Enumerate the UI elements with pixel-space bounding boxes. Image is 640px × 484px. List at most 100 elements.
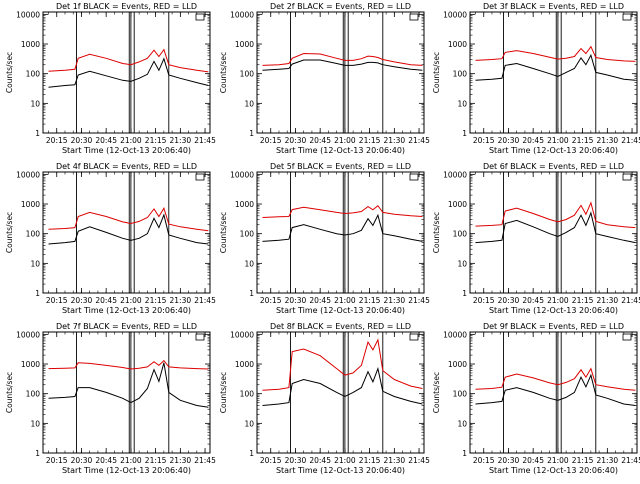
lld-series-line: [262, 52, 423, 66]
legend-box: [622, 173, 632, 181]
events-series-line: [262, 366, 423, 406]
panel-9: Det 9f BLACK = Events, RED = LLD 1 10 100 10…: [432, 322, 640, 475]
panel-8: Det 8f BLACK = Events, RED = LLD 1 10 100 10…: [219, 322, 430, 475]
y-tick-label: 10: [457, 99, 467, 108]
y-tick-label: 100: [26, 70, 41, 79]
y-tick-label: 10: [457, 259, 467, 268]
lld-series-line: [262, 204, 423, 218]
x-tick-label: 20:30: [71, 296, 93, 305]
x-tick-label: 20:45: [95, 136, 117, 145]
x-tick-label: 21:30: [384, 456, 406, 465]
x-axis-label: Start Time (12-Oct-13 20:06:40): [276, 306, 405, 315]
plot-frame: [42, 331, 211, 454]
panel-title: Det 1f BLACK = Events, RED = LLD: [56, 2, 197, 11]
x-tick-label: 20:30: [285, 456, 307, 465]
lld-series-line: [48, 48, 209, 73]
y-tick-label: 1000: [21, 360, 40, 369]
y-tick-label: 10000: [230, 10, 254, 19]
x-tick-label: 21:15: [359, 456, 381, 465]
plot-frame: [256, 11, 425, 134]
x-tick-label: 21:45: [621, 296, 640, 305]
y-tick-label: 10: [244, 259, 254, 268]
x-tick-label: 20:45: [95, 456, 117, 465]
x-tick-label: 21:30: [170, 456, 192, 465]
legend-box: [195, 13, 205, 21]
lld-series-line: [475, 367, 636, 391]
x-axis-label: Start Time (12-Oct-13 20:06:40): [62, 146, 191, 155]
y-tick-label: 10000: [230, 170, 254, 179]
x-tick-label: 20:15: [473, 456, 495, 465]
y-tick-label: 10000: [16, 170, 40, 179]
lld-series-line: [475, 201, 636, 229]
plot-frame: [469, 11, 638, 134]
y-tick-label: 100: [453, 390, 468, 399]
y-tick-label: 10000: [16, 330, 40, 339]
x-tick-label: 21:00: [334, 456, 356, 465]
legend-box: [622, 13, 632, 21]
y-tick-label: 10000: [230, 330, 254, 339]
y-tick-label: 1: [35, 129, 40, 138]
x-tick-label: 20:30: [71, 456, 93, 465]
y-axis-label: Counts/sec: [432, 52, 441, 93]
x-tick-label: 21:15: [359, 296, 381, 305]
x-tick-label: 21:00: [334, 296, 356, 305]
y-axis-label: Counts/sec: [5, 372, 14, 413]
y-tick-label: 100: [240, 230, 255, 239]
events-series-line: [475, 373, 636, 406]
x-tick-label: 21:00: [120, 136, 142, 145]
x-tick-label: 20:45: [522, 136, 544, 145]
y-axis-label: Counts/sec: [432, 212, 441, 253]
y-tick-label: 1000: [448, 360, 467, 369]
x-tick-label: 21:30: [597, 136, 619, 145]
y-tick-label: 1: [462, 449, 467, 458]
y-tick-label: 10000: [443, 170, 467, 179]
x-axis-label: Start Time (12-Oct-13 20:06:40): [62, 306, 191, 315]
events-series-line: [48, 213, 209, 245]
x-tick-label: 21:15: [572, 136, 594, 145]
x-tick-label: 21:45: [621, 136, 640, 145]
y-tick-label: 100: [26, 390, 41, 399]
x-tick-label: 21:15: [572, 456, 594, 465]
panel-title: Det 6f BLACK = Events, RED = LLD: [483, 162, 624, 171]
y-tick-label: 1: [249, 129, 254, 138]
y-tick-label: 100: [240, 70, 255, 79]
panel-7: Det 7f BLACK = Events, RED = LLD 1 10 100 10…: [5, 322, 216, 475]
x-tick-label: 20:30: [285, 136, 307, 145]
y-tick-label: 100: [26, 230, 41, 239]
x-tick-label: 21:00: [120, 456, 142, 465]
y-tick-label: 1000: [21, 40, 40, 49]
events-series-line: [262, 213, 423, 242]
x-tick-label: 20:30: [498, 456, 520, 465]
y-tick-label: 10000: [16, 10, 40, 19]
x-axis-label: Start Time (12-Oct-13 20:06:40): [489, 146, 618, 155]
x-tick-label: 21:15: [145, 296, 167, 305]
x-tick-label: 20:15: [46, 136, 68, 145]
x-tick-label: 21:00: [547, 136, 569, 145]
x-tick-label: 20:30: [498, 296, 520, 305]
panel-title: Det 2f BLACK = Events, RED = LLD: [270, 2, 411, 11]
x-tick-label: 21:15: [359, 136, 381, 145]
x-tick-label: 20:15: [473, 136, 495, 145]
panel-6: Det 6f BLACK = Events, RED = LLD 1 10 100 10…: [432, 162, 640, 315]
y-tick-label: 10: [457, 419, 467, 428]
y-tick-label: 1000: [448, 200, 467, 209]
y-tick-label: 10: [30, 99, 40, 108]
legend-box: [409, 13, 419, 21]
plot-frame: [42, 11, 211, 134]
x-tick-label: 21:45: [408, 296, 430, 305]
events-series-line: [475, 53, 636, 81]
plot-frame: [256, 331, 425, 454]
x-tick-label: 21:45: [408, 456, 430, 465]
x-tick-label: 21:45: [194, 456, 216, 465]
y-tick-label: 1000: [448, 40, 467, 49]
panel-title: Det 4f BLACK = Events, RED = LLD: [56, 162, 197, 171]
plot-frame: [256, 171, 425, 294]
x-tick-label: 21:00: [334, 136, 356, 145]
x-axis-label: Start Time (12-Oct-13 20:06:40): [276, 466, 405, 475]
y-tick-label: 1: [249, 289, 254, 298]
lld-series-line: [475, 45, 636, 62]
events-series-line: [48, 362, 209, 408]
y-tick-label: 1000: [21, 200, 40, 209]
panel-title: Det 3f BLACK = Events, RED = LLD: [483, 2, 624, 11]
